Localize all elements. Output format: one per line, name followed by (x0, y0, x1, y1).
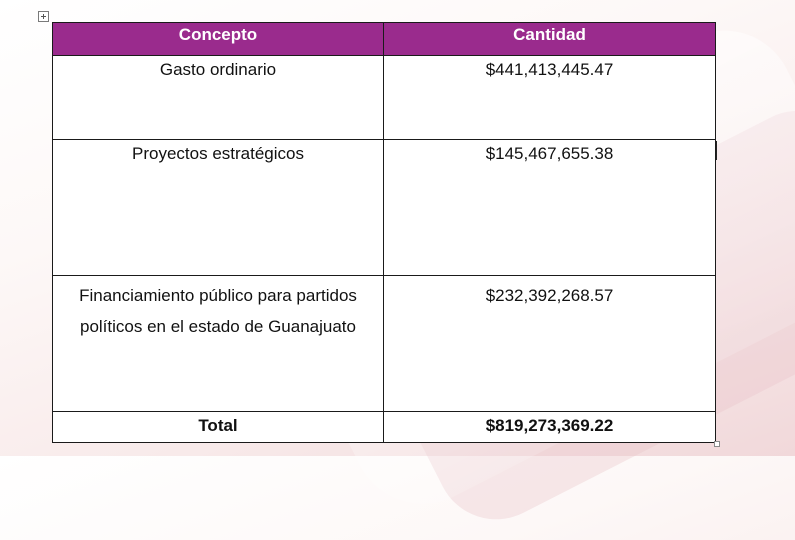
table-resize-handle[interactable] (714, 441, 720, 447)
amount-cell[interactable]: $232,392,268.57 (383, 275, 716, 412)
table-header-row: Concepto Cantidad (52, 22, 716, 56)
total-row: Total $819,273,369.22 (52, 411, 716, 443)
text-cursor (716, 141, 717, 160)
concept-cell[interactable]: Proyectos estratégicos (52, 139, 384, 276)
total-label-cell[interactable]: Total (52, 411, 384, 443)
concept-cell[interactable]: Financiamiento público para partidos pol… (52, 275, 384, 412)
table-row: Gasto ordinario $441,413,445.47 (52, 55, 716, 140)
concept-cell[interactable]: Gasto ordinario (52, 55, 384, 140)
table-row: Financiamiento público para partidos pol… (52, 275, 716, 412)
amount-cell[interactable]: $145,467,655.38 (383, 139, 716, 276)
table-move-handle-icon[interactable] (38, 11, 49, 22)
header-concept[interactable]: Concepto (52, 22, 384, 56)
total-amount-cell[interactable]: $819,273,369.22 (383, 411, 716, 443)
amount-cell[interactable]: $441,413,445.47 (383, 55, 716, 140)
budget-table: Concepto Cantidad Gasto ordinario $441,4… (52, 22, 716, 443)
table-row: Proyectos estratégicos $145,467,655.38 (52, 139, 716, 276)
header-amount[interactable]: Cantidad (383, 22, 716, 56)
